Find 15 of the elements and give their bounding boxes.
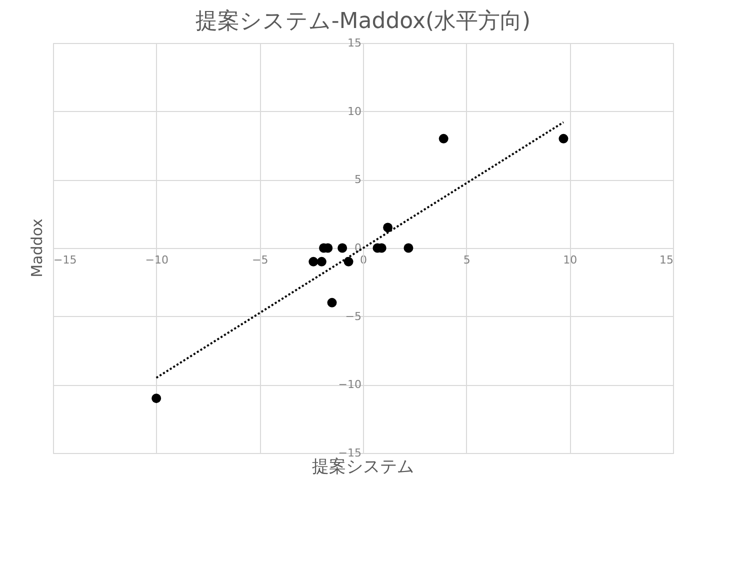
chart-title: 提案システム-Maddox(水平方向) [195,9,531,34]
y-tick-label: 10 [348,104,362,118]
y-tick-label: 15 [348,36,362,50]
y-tick-label: −15 [338,446,362,460]
x-axis-title: 提案システム [312,457,414,477]
y-tick-label: −5 [345,310,362,323]
x-tick-label: −10 [145,254,168,266]
y-axis-title: Maddox [28,218,46,278]
y-tick-label: −10 [338,378,362,392]
x-tick-label: −15 [54,254,77,266]
x-tick-label: 10 [563,254,578,266]
x-tick-label: 5 [463,254,470,266]
x-tick-label: 15 [660,254,674,266]
x-tick-label: −5 [252,254,268,266]
y-tick-label: 5 [354,173,362,186]
